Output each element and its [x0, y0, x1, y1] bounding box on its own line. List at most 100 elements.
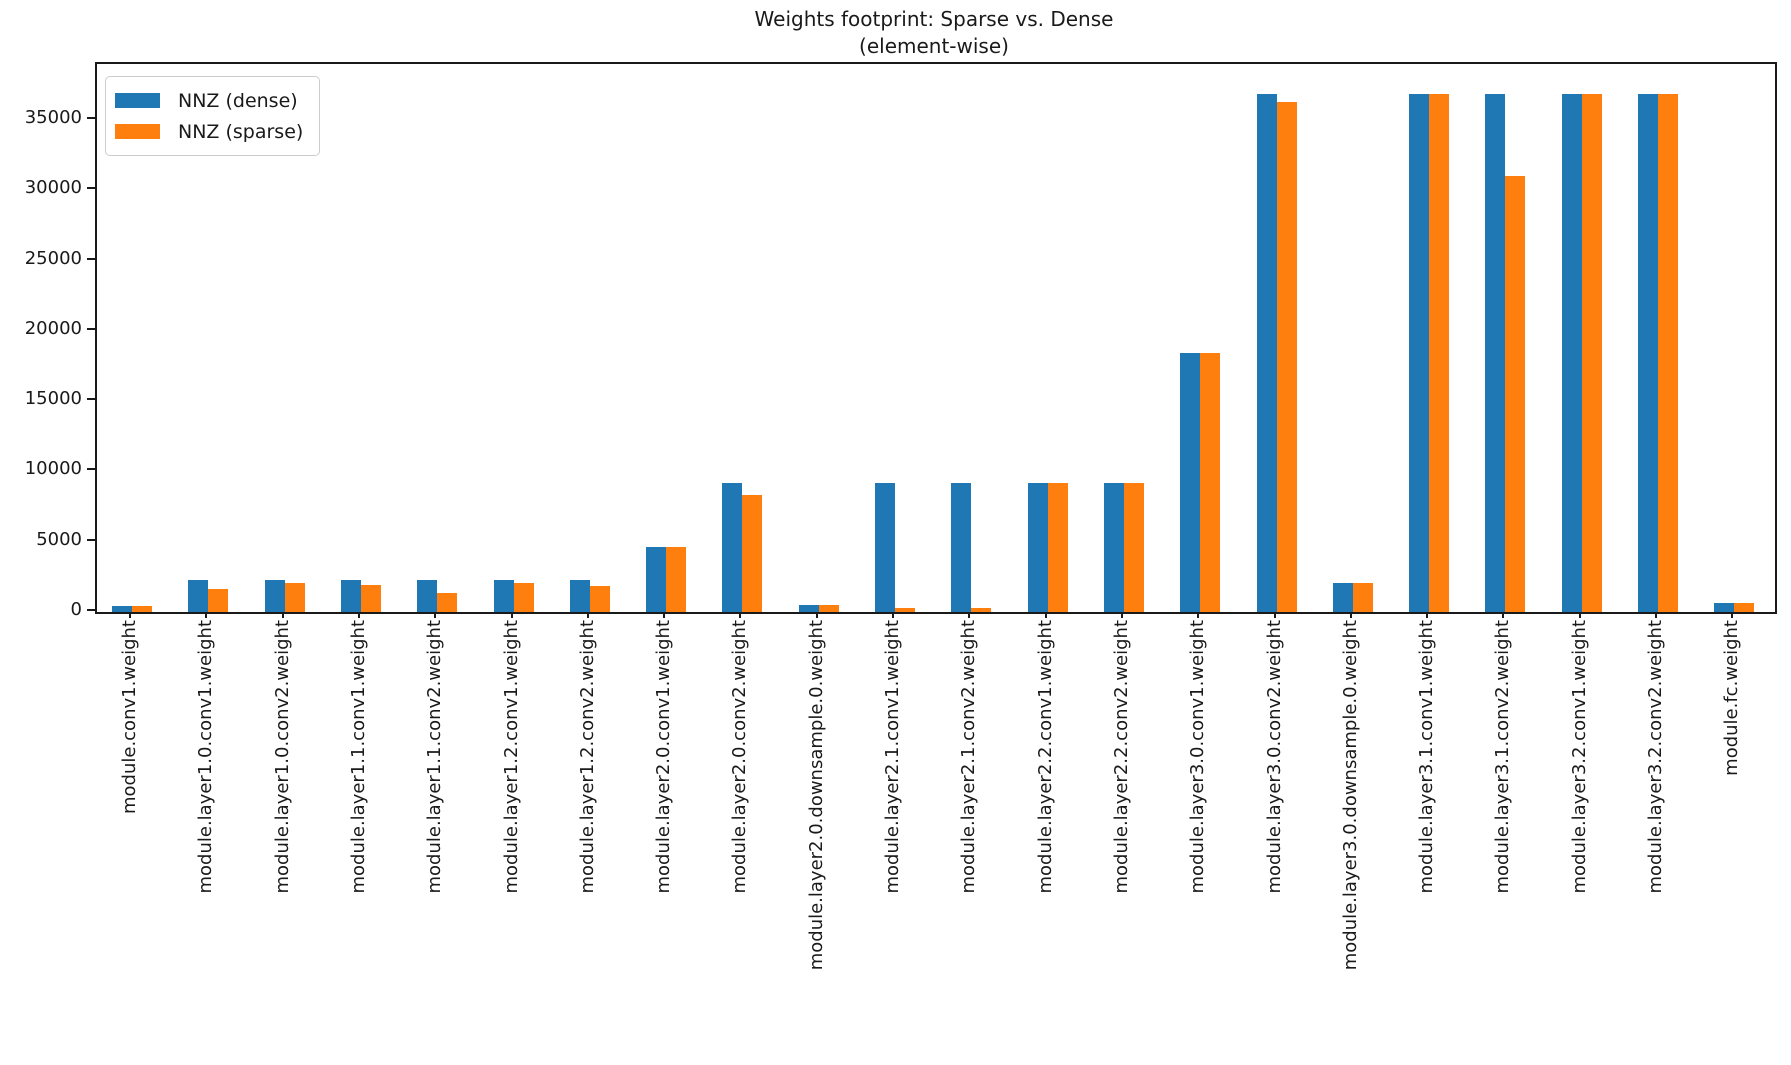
legend-item-sparse: NNZ (sparse)	[115, 116, 303, 147]
x-tick-label: module.layer2.0.conv1.weight	[653, 620, 675, 894]
y-axis-tick-label: 25000	[24, 247, 82, 269]
x-tick-mark	[434, 612, 437, 618]
bar-sparse	[437, 593, 458, 612]
x-tick-mark	[739, 612, 742, 618]
x-tick-label: module.layer1.2.conv2.weight	[576, 620, 598, 894]
x-tick-label: module.layer2.0.downsample.0.weight	[805, 620, 827, 971]
bar-dense	[340, 579, 361, 612]
bar-dense	[875, 482, 895, 612]
x-tick-label: module.layer1.0.conv2.weight	[271, 620, 293, 894]
x-tick-mark	[129, 612, 131, 618]
x-tick-mark	[1578, 612, 1581, 618]
x-tick-label: module.layer2.2.conv1.weight	[1034, 620, 1056, 894]
x-tick-mark	[968, 612, 971, 618]
x-tick-label: module.fc.weight	[1721, 620, 1743, 776]
y-tick-mark	[87, 257, 95, 260]
bar-dense	[1714, 603, 1735, 612]
x-tick-mark	[1044, 612, 1047, 618]
bar-dense	[1103, 482, 1124, 612]
plot-area	[95, 62, 1777, 614]
x-tick-label: module.layer2.1.conv2.weight	[958, 620, 980, 894]
y-axis-tick-label: 30000	[24, 177, 82, 199]
bar-sparse	[1200, 353, 1221, 612]
legend-swatch-sparse	[115, 124, 160, 139]
bar-dense	[264, 579, 285, 612]
bar-sparse	[818, 604, 839, 612]
x-tick-mark	[663, 612, 666, 618]
bar-sparse	[132, 605, 152, 612]
y-axis-tick-label: 10000	[24, 458, 82, 480]
legend-label-sparse: NNZ (sparse)	[178, 120, 304, 143]
x-tick-label: module.layer3.0.downsample.0.weight	[1339, 620, 1361, 971]
bar-sparse	[284, 583, 305, 612]
bar-sparse	[742, 494, 763, 612]
bar-sparse	[666, 547, 687, 612]
legend-label-dense: NNZ (dense)	[178, 89, 298, 112]
x-tick-mark	[1426, 612, 1429, 618]
bar-sparse	[1429, 94, 1450, 612]
bar-sparse	[1352, 583, 1373, 612]
x-tick-mark	[205, 612, 208, 618]
bar-dense	[951, 482, 972, 612]
y-axis-tick-label: 5000	[36, 528, 82, 550]
bar-sparse	[1276, 102, 1297, 612]
x-tick-mark	[1502, 612, 1505, 618]
y-tick-mark	[87, 468, 95, 471]
legend-item-dense: NNZ (dense)	[115, 85, 303, 116]
x-tick-label: module.layer3.1.conv1.weight	[1416, 620, 1438, 894]
bar-dense	[1638, 94, 1658, 612]
bar-dense	[1409, 94, 1430, 612]
bar-sparse	[360, 585, 381, 612]
x-tick-mark	[1731, 612, 1734, 618]
bar-sparse	[1505, 176, 1526, 612]
bar-sparse	[1123, 482, 1144, 612]
bar-sparse	[589, 586, 610, 612]
bar-sparse	[895, 607, 915, 612]
bar-sparse	[1581, 94, 1602, 612]
x-tick-mark	[1349, 612, 1352, 618]
chart-title: Weights footprint: Sparse vs. Dense (ele…	[95, 6, 1773, 60]
y-axis-tick-label: 35000	[24, 107, 82, 129]
y-axis-tick-label: 15000	[24, 388, 82, 410]
bar-dense	[722, 482, 743, 612]
x-tick-label: module.layer1.1.conv1.weight	[347, 620, 369, 894]
bar-dense	[569, 579, 590, 612]
x-tick-label: module.layer3.2.conv1.weight	[1568, 620, 1590, 894]
x-tick-mark	[510, 612, 513, 618]
bar-dense	[798, 604, 819, 612]
x-tick-mark	[815, 612, 818, 618]
x-tick-label: module.layer2.0.conv2.weight	[729, 620, 751, 894]
x-tick-label: module.layer2.1.conv1.weight	[882, 620, 903, 894]
x-tick-label: module.layer2.2.conv2.weight	[1110, 620, 1132, 894]
y-tick-mark	[87, 327, 95, 330]
x-tick-mark	[1655, 612, 1657, 618]
y-axis-tick-label: 0	[70, 599, 82, 620]
x-tick-label: module.layer3.0.conv1.weight	[1187, 620, 1209, 894]
bar-sparse	[513, 582, 534, 612]
bar-dense	[188, 579, 209, 612]
y-tick-mark	[87, 117, 95, 120]
x-tick-label: module.layer3.1.conv2.weight	[1492, 620, 1514, 894]
legend-swatch-dense	[115, 93, 160, 108]
bar-sparse	[1658, 94, 1678, 612]
y-axis-tick-label: 20000	[24, 317, 82, 339]
chart-title-line1: Weights footprint: Sparse vs. Dense	[754, 7, 1114, 31]
bar-dense	[1256, 94, 1277, 612]
bar-sparse	[971, 607, 992, 612]
x-tick-label: module.layer1.1.conv2.weight	[424, 620, 446, 894]
legend: NNZ (dense) NNZ (sparse)	[105, 76, 321, 156]
y-tick-mark	[87, 187, 95, 190]
y-tick-mark	[87, 609, 95, 611]
x-tick-label: module.layer1.0.conv1.weight	[195, 620, 217, 894]
x-tick-mark	[357, 612, 360, 618]
bar-dense	[1332, 583, 1353, 612]
x-tick-mark	[892, 612, 894, 618]
x-tick-mark	[586, 612, 589, 618]
y-tick-mark	[87, 538, 95, 541]
x-tick-label: module.layer3.0.conv2.weight	[1263, 620, 1285, 894]
bar-dense	[493, 579, 514, 612]
x-tick-mark	[281, 612, 284, 618]
x-tick-mark	[1197, 612, 1200, 618]
bar-dense	[417, 579, 438, 612]
